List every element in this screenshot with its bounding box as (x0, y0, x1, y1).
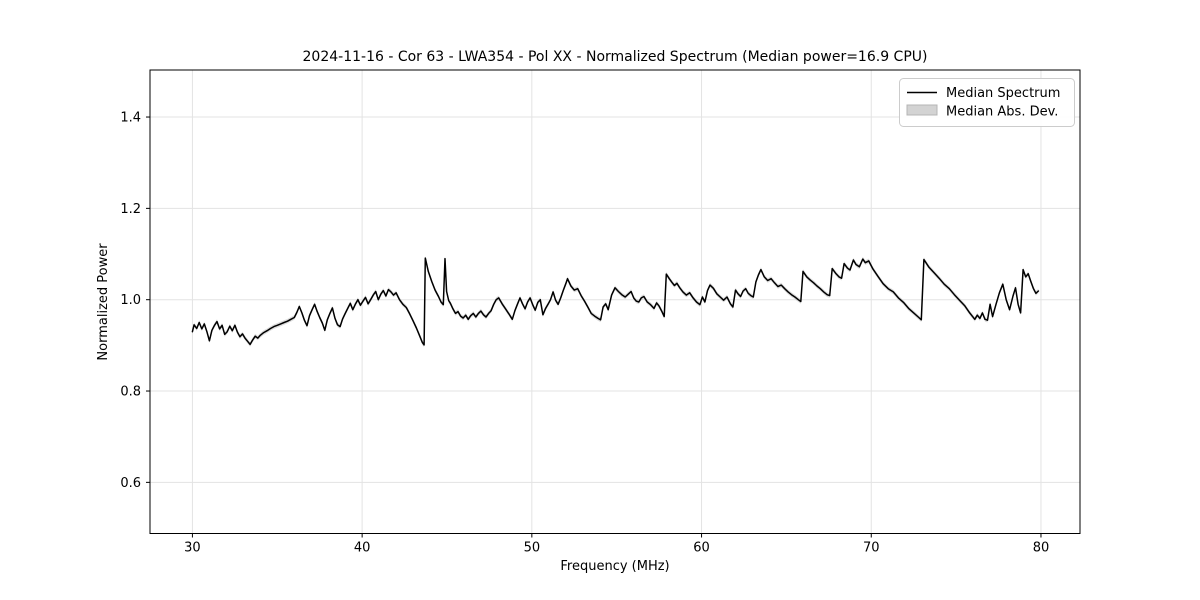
median-spectrum-line (191, 257, 1040, 346)
grid-layer (150, 70, 1080, 534)
x-tick-label: 70 (863, 541, 880, 556)
y-tick-label: 1.4 (120, 111, 141, 126)
y-tick-label: 0.8 (120, 385, 141, 400)
y-axis-label: Normalized Power (96, 243, 111, 361)
tick-layer: 30 40 50 60 70 80 0.6 0.8 1.0 1.2 1.4 (120, 111, 1049, 556)
x-tick-label: 50 (524, 541, 541, 556)
x-tick-label: 60 (693, 541, 710, 556)
x-tick-label: 30 (184, 541, 201, 556)
y-tick-label: 0.6 (120, 476, 141, 491)
legend-box (899, 78, 1075, 127)
legend-patch-sample (906, 104, 938, 116)
chart-title: 2024-11-16 - Cor 63 - LWA354 - Pol XX - … (303, 49, 928, 65)
x-tick-label: 40 (354, 541, 371, 556)
plot-border (149, 69, 1081, 534)
y-tick-label: 1.0 (120, 293, 141, 308)
median-abs-dev-band (192, 255, 1039, 348)
x-tick-label: 80 (1033, 541, 1050, 556)
legend-label-median-abs-dev: Median Abs. Dev. (946, 105, 1058, 120)
legend: Median Spectrum Median Abs. Dev. (899, 78, 1075, 127)
legend-label-median-spectrum: Median Spectrum (946, 86, 1060, 101)
series-layer (191, 255, 1040, 348)
y-tick-label: 1.2 (120, 202, 141, 217)
x-axis-label: Frequency (MHz) (560, 559, 669, 574)
